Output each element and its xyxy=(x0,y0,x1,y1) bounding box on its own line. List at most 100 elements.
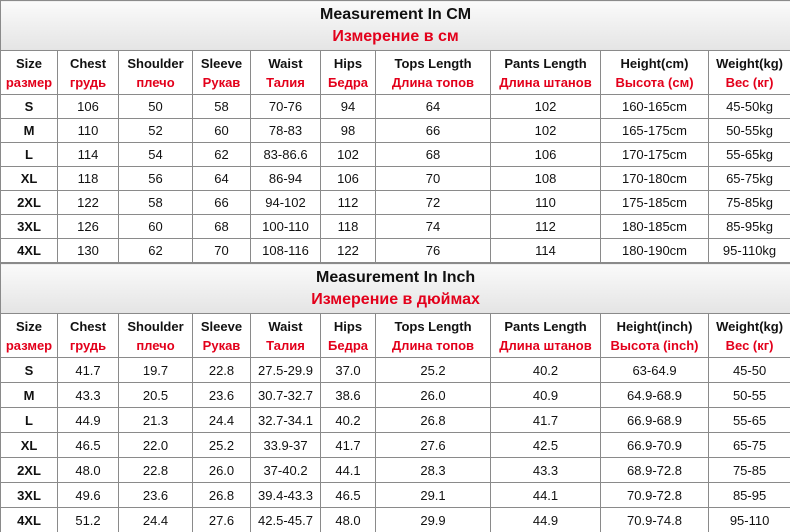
header-en: Weight(kg) xyxy=(716,318,784,334)
value-cell: 60 xyxy=(192,118,251,143)
header-ru: Высота (см) xyxy=(615,74,694,90)
value-cell: 64 xyxy=(192,166,251,191)
value-cell: 102 xyxy=(490,118,601,143)
value-cell: 70 xyxy=(192,238,251,263)
value-cell: 180-185cm xyxy=(600,214,709,239)
header-ru: грудь xyxy=(69,74,107,90)
value-cell: 118 xyxy=(320,214,376,239)
size-cell: L xyxy=(0,142,58,167)
value-cell: 55-65kg xyxy=(707,142,790,167)
header-en: Hips xyxy=(333,318,363,334)
subtitle: Измерение в дюймах xyxy=(311,290,480,308)
title-row: Measurement In CM Измерение в см xyxy=(0,0,790,51)
header-en: Waist xyxy=(268,318,303,334)
header-en: Size xyxy=(15,318,42,334)
title: Measurement In CM xyxy=(319,5,472,23)
value-cell: 23.6 xyxy=(118,482,193,508)
value-cell: 26.8 xyxy=(375,407,491,433)
value-cell: 70-76 xyxy=(250,94,321,119)
value-cell: 106 xyxy=(320,166,376,191)
header-ru: Вес (кг) xyxy=(725,74,774,90)
subtitle: Измерение в см xyxy=(332,27,459,45)
value-cell: 75-85kg xyxy=(707,190,790,215)
header-cell: Size размер xyxy=(0,313,58,358)
value-cell: 76 xyxy=(375,238,491,263)
value-cell: 75-85 xyxy=(707,457,790,483)
value-cell: 65-75 xyxy=(707,432,790,458)
value-cell: 24.4 xyxy=(192,407,251,433)
header-cell: Waist Талия xyxy=(250,313,321,358)
header-ru: плечо xyxy=(136,337,175,353)
value-cell: 114 xyxy=(57,142,119,167)
value-cell: 44.9 xyxy=(490,507,601,532)
value-cell: 44.1 xyxy=(490,482,601,508)
value-cell: 22.8 xyxy=(192,357,251,383)
header-en: Size xyxy=(15,55,42,71)
data-row: M 110 52 60 78-83 98 66 102 165-175cm 50-55kg xyxy=(0,118,790,143)
header-cell: Sleeve Рукав xyxy=(192,313,251,358)
value-cell: 52 xyxy=(118,118,193,143)
header-cell: Height(inch) Высота (inch) xyxy=(600,313,709,358)
value-cell: 43.3 xyxy=(57,382,119,408)
data-row: L 114 54 62 83-86.6 102 68 106 170-175cm 55-65kg xyxy=(0,142,790,167)
header-en: Hips xyxy=(333,55,363,71)
value-cell: 41.7 xyxy=(57,357,119,383)
value-cell: 85-95 xyxy=(707,482,790,508)
size-cell: XL xyxy=(0,166,58,191)
value-cell: 46.5 xyxy=(320,482,376,508)
value-cell: 44.1 xyxy=(320,457,376,483)
data-row: S 41.7 19.7 22.8 27.5-29.9 37.0 25.2 40.2 63-64.… xyxy=(0,357,790,383)
value-cell: 108 xyxy=(490,166,601,191)
header-ru: Талия xyxy=(266,74,305,90)
value-cell: 86-94 xyxy=(250,166,321,191)
header-en: Shoulder xyxy=(127,55,184,71)
value-cell: 68 xyxy=(192,214,251,239)
value-cell: 78-83 xyxy=(250,118,321,143)
data-row: XL 46.5 22.0 25.2 33.9-37 41.7 27.6 42.5 66.9-70… xyxy=(0,432,790,458)
value-cell: 25.2 xyxy=(375,357,491,383)
value-cell: 25.2 xyxy=(192,432,251,458)
value-cell: 24.4 xyxy=(118,507,193,532)
value-cell: 26.8 xyxy=(192,482,251,508)
value-cell: 64.9-68.9 xyxy=(600,382,709,408)
value-cell: 60 xyxy=(118,214,193,239)
header-ru: Высота (inch) xyxy=(610,337,699,353)
data-row: XL 118 56 64 86-94 106 70 108 170-180cm 65-75kg xyxy=(0,166,790,191)
value-cell: 41.7 xyxy=(320,432,376,458)
value-cell: 26.0 xyxy=(192,457,251,483)
value-cell: 106 xyxy=(57,94,119,119)
header-en: Pants Length xyxy=(504,318,587,334)
value-cell: 106 xyxy=(490,142,601,167)
value-cell: 55-65 xyxy=(707,407,790,433)
value-cell: 48.0 xyxy=(320,507,376,532)
size-table: Measurement In CM Измерение в см Size разме… xyxy=(0,0,790,263)
header-en: Chest xyxy=(69,318,107,334)
value-cell: 118 xyxy=(57,166,119,191)
header-cell: Size размер xyxy=(0,50,58,95)
value-cell: 43.3 xyxy=(490,457,601,483)
header-ru: Длина топов xyxy=(391,74,475,90)
header-ru: грудь xyxy=(69,337,107,353)
value-cell: 27.6 xyxy=(375,432,491,458)
size-cell: L xyxy=(0,407,58,433)
value-cell: 27.5-29.9 xyxy=(250,357,321,383)
value-cell: 114 xyxy=(490,238,601,263)
value-cell: 40.2 xyxy=(320,407,376,433)
header-cell: Hips Бедра xyxy=(320,50,376,95)
value-cell: 54 xyxy=(118,142,193,167)
value-cell: 160-165cm xyxy=(600,94,709,119)
value-cell: 56 xyxy=(118,166,193,191)
value-cell: 170-180cm xyxy=(600,166,709,191)
header-ru: Бедра xyxy=(328,337,368,353)
value-cell: 33.9-37 xyxy=(250,432,321,458)
value-cell: 130 xyxy=(57,238,119,263)
value-cell: 62 xyxy=(118,238,193,263)
value-cell: 94 xyxy=(320,94,376,119)
header-cell: Shoulder плечо xyxy=(118,50,193,95)
value-cell: 66 xyxy=(192,190,251,215)
value-cell: 175-185cm xyxy=(600,190,709,215)
value-cell: 108-116 xyxy=(250,238,321,263)
value-cell: 122 xyxy=(57,190,119,215)
value-cell: 39.4-43.3 xyxy=(250,482,321,508)
